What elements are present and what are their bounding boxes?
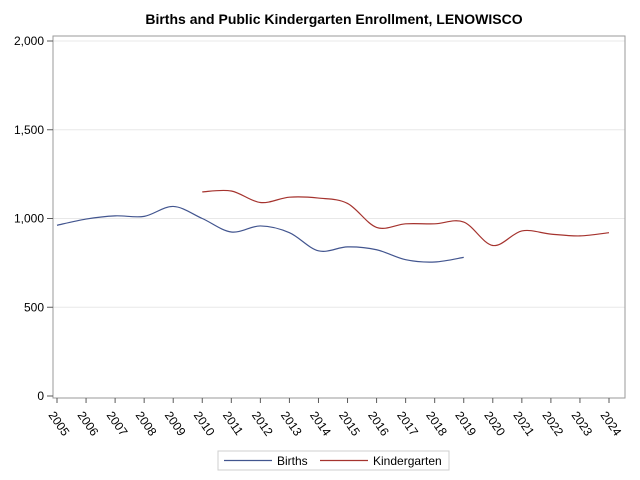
chart-title: Births and Public Kindergarten Enrollmen… [145,11,522,27]
x-tick-label: 2008 [133,409,160,439]
grid [53,40,625,308]
legend-box [217,450,450,471]
y-tick-label: 0 [37,389,44,403]
x-tick-label: 2014 [307,409,334,439]
x-tick-label: 2019 [452,409,479,439]
x-tick-label: 2020 [481,409,508,439]
x-tick-label: 2023 [568,409,595,439]
x-tick-label: 2018 [423,409,450,439]
y-tick-label: 1,500 [14,123,44,137]
x-tick-label: 2024 [598,409,625,439]
x-tick-label: 2005 [46,409,73,439]
series-group [56,189,610,263]
x-tick-label: 2016 [365,409,392,439]
legend: Births Kindergarten [217,450,450,471]
x-tick-label: 2007 [104,409,131,439]
y-tick-label: 500 [24,300,44,314]
x-tick-label: 2017 [394,409,421,439]
x-tick-label: 2010 [191,409,218,439]
x-tick-label: 2012 [249,409,276,439]
y-tick-label: 2,000 [14,34,44,48]
legend-label-kindergarten: Kindergarten [373,454,442,468]
x-tick-label: 2022 [539,409,566,439]
x-axis: 2005 2006 2007 2008 2009 2010 2011 2012 2013 2014… [46,398,625,439]
y-tick-label: 1,000 [14,212,44,226]
x-tick-label: 2021 [510,409,537,439]
x-tick-label: 2015 [336,409,363,439]
x-tick-label: 2006 [75,409,102,439]
y-axis: 0 500 1,000 1,500 2,000 [14,34,53,403]
x-tick-label: 2011 [220,409,246,438]
plot-area [52,35,626,399]
series-line-births [56,205,464,263]
series-line-kindergarten [202,189,610,247]
legend-label-births: Births [277,454,308,468]
x-tick-label: 2009 [162,409,189,439]
x-tick-label: 2013 [278,409,305,439]
